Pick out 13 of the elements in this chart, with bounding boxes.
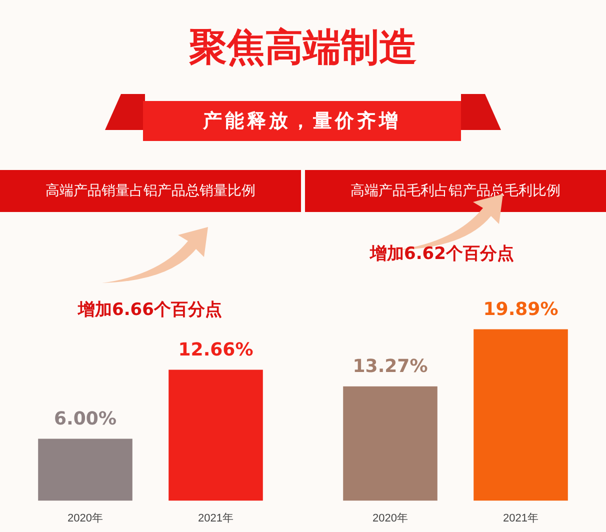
- data-label: 13.27%: [352, 356, 428, 377]
- text: 增加6.62个百分点: [370, 243, 514, 265]
- text: 产能释放，量价齐增: [143, 101, 461, 141]
- x-tick-label: 2020年: [372, 512, 408, 524]
- text: 聚焦高端制造: [188, 24, 418, 71]
- data-label: 12.66%: [178, 339, 254, 360]
- data-label: 6.00%: [54, 408, 116, 430]
- chart-title: 高端产品销量占铝产品总销量比例: [0, 170, 301, 212]
- data-label: 19.89%: [483, 298, 558, 320]
- x-tick-label: 2021年: [503, 512, 538, 524]
- x-tick-label: 2021年: [198, 512, 234, 524]
- x-tick-label: 2020年: [68, 512, 103, 524]
- text: 增加6.66个百分点: [78, 299, 222, 321]
